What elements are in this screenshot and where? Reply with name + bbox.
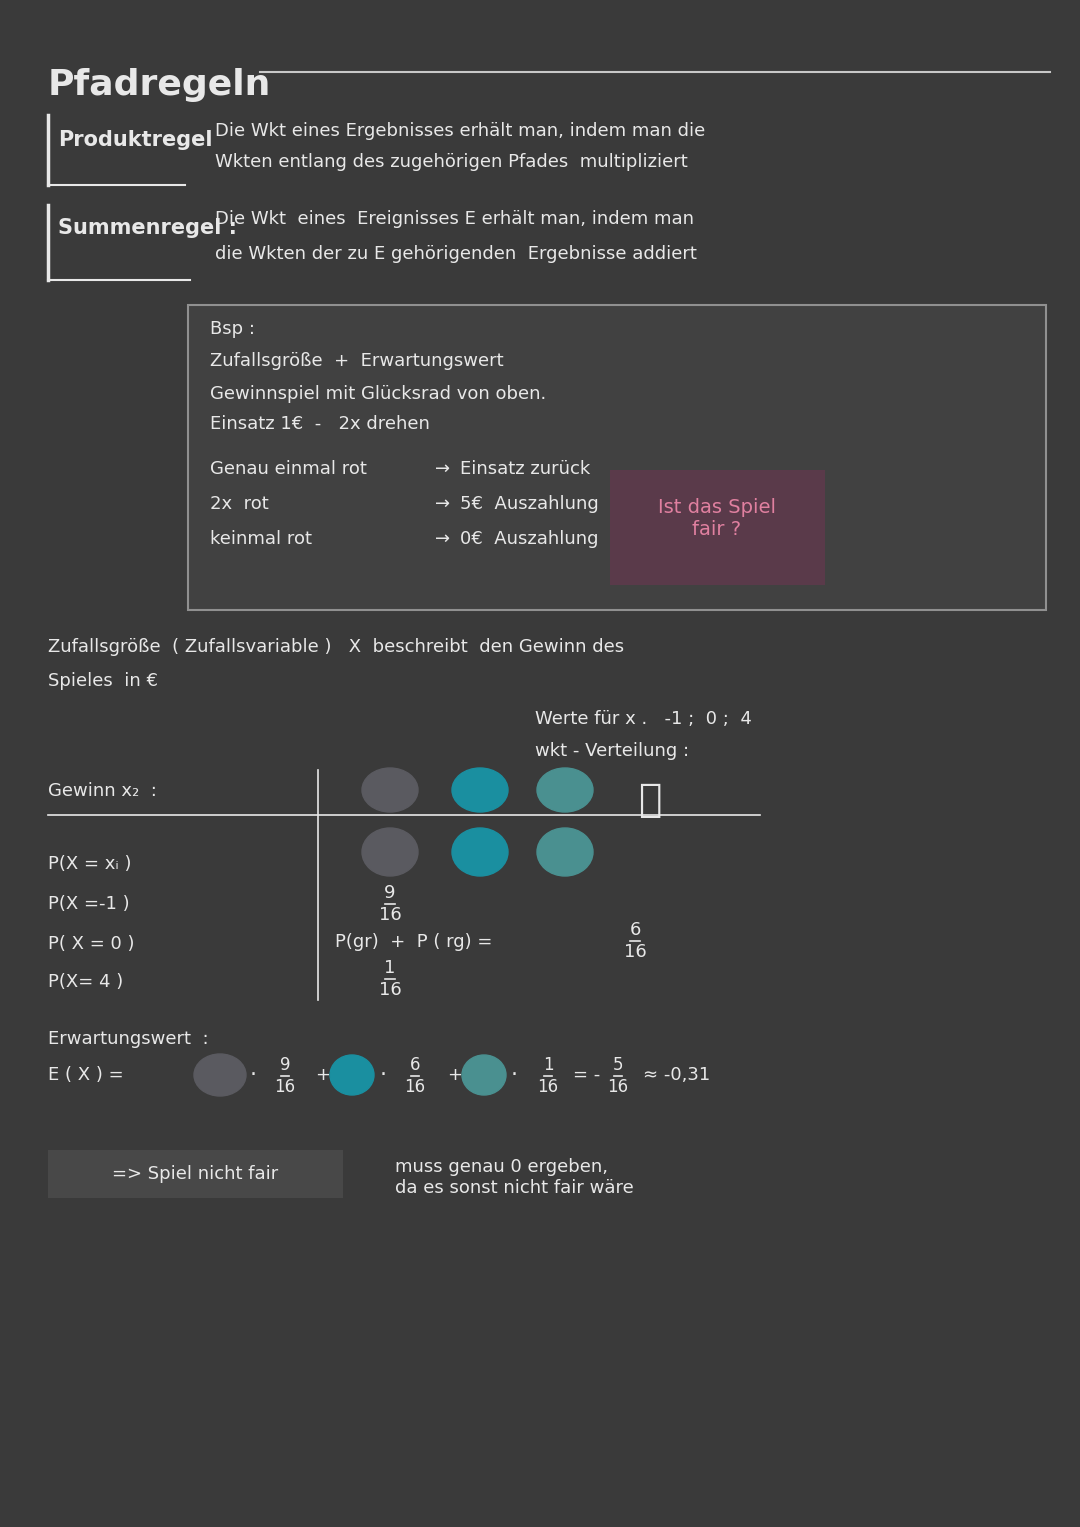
Text: 16: 16 — [607, 1078, 629, 1096]
Text: 9: 9 — [384, 884, 395, 902]
Ellipse shape — [362, 768, 418, 812]
Text: 0: 0 — [347, 1066, 357, 1084]
Text: => Spiel nicht fair: => Spiel nicht fair — [112, 1165, 279, 1183]
Text: 0: 0 — [474, 780, 486, 799]
Ellipse shape — [537, 768, 593, 812]
Text: 6: 6 — [475, 837, 485, 851]
Text: 16: 16 — [379, 980, 402, 999]
Text: -1: -1 — [381, 780, 399, 799]
Text: Genau einmal rot: Genau einmal rot — [210, 460, 367, 478]
Text: Einsatz zurück: Einsatz zurück — [460, 460, 591, 478]
Text: 9: 9 — [386, 837, 395, 851]
Text: →: → — [435, 530, 450, 548]
Text: Einsatz 1€  -   2x drehen: Einsatz 1€ - 2x drehen — [210, 415, 430, 434]
Ellipse shape — [194, 1054, 246, 1096]
Text: Gewinnspiel mit Glücksrad von oben.: Gewinnspiel mit Glücksrad von oben. — [210, 385, 546, 403]
Text: 4: 4 — [559, 780, 570, 799]
FancyBboxPatch shape — [610, 470, 825, 585]
Text: 16: 16 — [623, 942, 646, 960]
Text: ·: · — [380, 1064, 387, 1086]
Text: wkt - Verteilung :: wkt - Verteilung : — [535, 742, 689, 760]
Text: keinmal rot: keinmal rot — [210, 530, 312, 548]
Text: P(X = xᵢ ): P(X = xᵢ ) — [48, 855, 132, 873]
Text: 5: 5 — [612, 1057, 623, 1073]
Text: Pfadregeln: Pfadregeln — [48, 69, 271, 102]
Text: Zufallsgröße  ( Zufallsvariable )   X  beschreibt  den Gewinn des: Zufallsgröße ( Zufallsvariable ) X besch… — [48, 638, 624, 657]
Text: P( X = 0 ): P( X = 0 ) — [48, 935, 135, 953]
Ellipse shape — [453, 768, 508, 812]
Text: Wkten entlang des zugehörigen Pfades  multipliziert: Wkten entlang des zugehörigen Pfades mul… — [215, 153, 688, 171]
FancyBboxPatch shape — [188, 305, 1047, 609]
Text: ·: · — [511, 1064, 518, 1086]
Text: 9: 9 — [280, 1057, 291, 1073]
Text: →: → — [435, 460, 450, 478]
Text: Spieles  in €: Spieles in € — [48, 672, 158, 690]
Text: 16: 16 — [555, 855, 575, 869]
Text: Zufallsgröße  +  Erwartungswert: Zufallsgröße + Erwartungswert — [210, 353, 503, 370]
Text: 16: 16 — [538, 1078, 558, 1096]
Text: Gewinn x₂  :: Gewinn x₂ : — [48, 782, 157, 800]
Text: P(gr)  +  P ( rg) =: P(gr) + P ( rg) = — [335, 933, 492, 951]
Text: 1: 1 — [384, 959, 395, 977]
Text: 5€  Auszahlung: 5€ Auszahlung — [460, 495, 598, 513]
Text: Bsp :: Bsp : — [210, 321, 255, 337]
Text: Werte für x .   -1 ;  0 ;  4: Werte für x . -1 ; 0 ; 4 — [535, 710, 752, 728]
Text: Die Wkt eines Ergebnisses erhält man, indem man die: Die Wkt eines Ergebnisses erhält man, in… — [215, 122, 705, 140]
Ellipse shape — [453, 828, 508, 876]
Text: 16: 16 — [404, 1078, 426, 1096]
Text: P(X= 4 ): P(X= 4 ) — [48, 973, 123, 991]
Ellipse shape — [462, 1055, 507, 1095]
Text: = -: = - — [573, 1066, 600, 1084]
Text: 16: 16 — [379, 906, 402, 924]
Ellipse shape — [330, 1055, 374, 1095]
Text: ≈ -0,31: ≈ -0,31 — [643, 1066, 711, 1084]
Text: 16: 16 — [274, 1078, 296, 1096]
Text: 1: 1 — [561, 837, 570, 851]
Text: Ist das Spiel
fair ?: Ist das Spiel fair ? — [658, 498, 777, 539]
Text: 16: 16 — [380, 855, 400, 869]
Text: 1: 1 — [542, 1057, 553, 1073]
Text: E ( X ) =: E ( X ) = — [48, 1066, 123, 1084]
Text: +: + — [315, 1066, 330, 1084]
Ellipse shape — [362, 828, 418, 876]
Text: Erwartungswert  :: Erwartungswert : — [48, 1031, 208, 1048]
Text: 2x  rot: 2x rot — [210, 495, 269, 513]
Text: ·: · — [249, 1064, 257, 1086]
Text: (-1): (-1) — [206, 1067, 233, 1083]
Text: muss genau 0 ergeben,
da es sonst nicht fair wäre: muss genau 0 ergeben, da es sonst nicht … — [395, 1157, 634, 1197]
Text: Summenregel :: Summenregel : — [58, 218, 237, 238]
Text: Produktregel: Produktregel — [58, 130, 213, 150]
Text: 16: 16 — [470, 855, 489, 869]
Text: 4: 4 — [478, 1066, 489, 1084]
Text: 6: 6 — [630, 921, 640, 939]
FancyBboxPatch shape — [48, 1150, 343, 1199]
Text: +: + — [447, 1066, 462, 1084]
Text: ⤵: ⤵ — [638, 780, 662, 818]
Text: P(X =-1 ): P(X =-1 ) — [48, 895, 130, 913]
Text: 6: 6 — [409, 1057, 420, 1073]
Text: 0€  Auszahlung: 0€ Auszahlung — [460, 530, 598, 548]
Ellipse shape — [537, 828, 593, 876]
Text: Die Wkt  eines  Ereignisses E erhält man, indem man: Die Wkt eines Ereignisses E erhält man, … — [215, 211, 694, 228]
Text: →: → — [435, 495, 450, 513]
Text: die Wkten der zu E gehörigenden  Ergebnisse addiert: die Wkten der zu E gehörigenden Ergebnis… — [215, 244, 697, 263]
